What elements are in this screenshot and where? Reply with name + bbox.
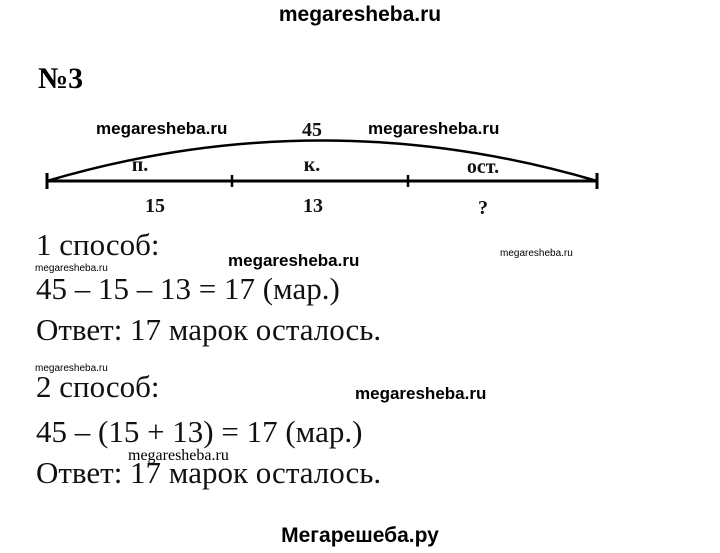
method-answer: Ответ: 17 марок осталось.: [36, 312, 381, 347]
watermark: megaresheba.ru: [35, 263, 108, 274]
total-label: 45: [302, 119, 322, 141]
method-title: 1 способ:: [36, 227, 160, 262]
segment-label: ост.: [467, 156, 499, 178]
method-answer: Ответ: 17 марок осталось.: [36, 455, 381, 490]
problem-number: №3: [38, 62, 83, 95]
segment-diagram: [45, 139, 599, 189]
watermark: megaresheba.ru: [500, 248, 573, 259]
watermark: megaresheba.ru: [368, 119, 499, 138]
footer-site: Мегарешеба.ру: [281, 524, 439, 547]
watermark: megaresheba.ru: [355, 384, 486, 403]
method-expression: 45 – (15 + 13) = 17 (мар.): [36, 414, 362, 449]
header-site: megaresheba.ru: [279, 3, 441, 26]
watermark: megaresheba.ru: [35, 363, 108, 374]
segment-label: к.: [304, 154, 321, 176]
watermark: megaresheba.ru: [96, 119, 227, 138]
method-expression: 45 – 15 – 13 = 17 (мар.): [36, 271, 340, 306]
segment-value: 15: [145, 195, 165, 217]
method-title: 2 способ:: [36, 369, 160, 404]
watermark: megaresheba.ru: [128, 447, 229, 464]
total-arc: [46, 139, 598, 183]
segment-value: ?: [478, 197, 488, 219]
segment-label: п.: [132, 154, 149, 176]
watermark: megaresheba.ru: [228, 251, 359, 270]
segment-value: 13: [303, 195, 323, 217]
